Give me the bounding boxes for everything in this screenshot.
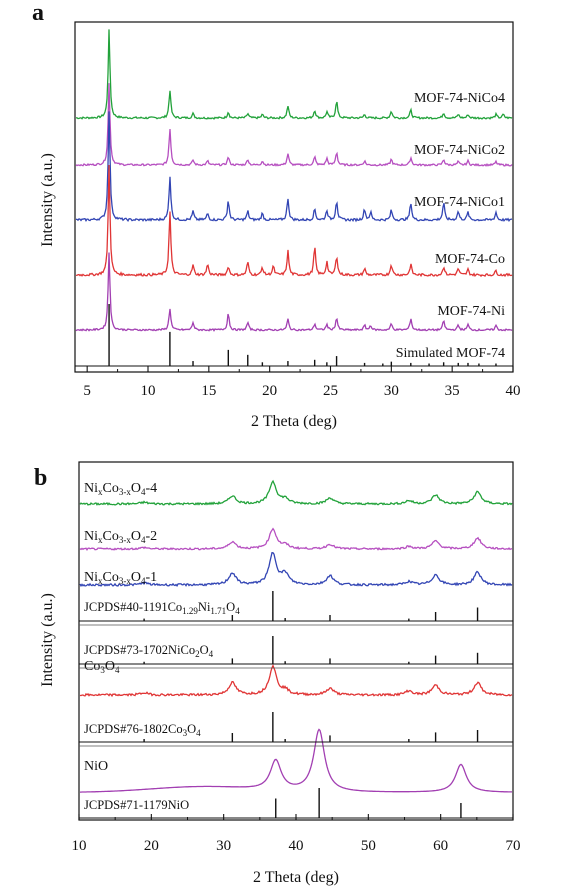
panel-b-x-axis: 10 20 30 40 50 60 70 xyxy=(72,814,521,854)
panel-b-series: NixCo3-xO4-4 xyxy=(79,479,513,506)
panel-b-reference: JCPDS#71-1179NiO xyxy=(79,788,513,819)
panel-a-series: MOF-74-Ni xyxy=(75,252,513,332)
panel-b-reference: JCPDS#76-1802Co3O4 xyxy=(79,712,513,743)
panel-b-reference: JCPDS#73-1702NiCo2O4 xyxy=(79,636,513,665)
panel-b-series-label: NixCo3-xO4-4 xyxy=(84,481,157,497)
x-tick-label: 5 xyxy=(83,383,91,399)
panel-b-series-label: NixCo3-xO4-1 xyxy=(84,570,157,586)
panel-a-trace xyxy=(75,83,513,167)
panel-a-trace xyxy=(75,111,513,223)
panel-b-series-group: NixCo3-xO4-4 NixCo3-xO4-2 NixCo3-xO4-1 Co3O… xyxy=(79,479,513,819)
panel-b-trace xyxy=(79,663,513,698)
panel-b-series-label: Co3O4 xyxy=(84,659,120,675)
x-tick-label: 10 xyxy=(141,383,156,399)
panel-a-frame xyxy=(74,21,514,373)
panel-a-series: MOF-74-Co xyxy=(75,164,513,278)
panel-b-reference: JCPDS#40-1191Co1.29Ni1.71O4 xyxy=(79,591,513,622)
panel-a-series-label: MOF-74-Co xyxy=(435,252,505,267)
panel-b-trace xyxy=(79,479,513,506)
x-tick-label: 35 xyxy=(445,383,460,399)
panel-b-series-label: NixCo3-xO4-2 xyxy=(84,529,157,545)
panel-b-letter: b xyxy=(34,465,47,491)
x-tick-label: 30 xyxy=(216,838,231,854)
panel-a-series: MOF-74-NiCo4 xyxy=(75,29,513,120)
panel-b-reference-label: JCPDS#71-1179NiO xyxy=(84,798,189,812)
panel-a-y-axis-title: Intensity (a.u.) xyxy=(39,153,56,247)
panel-a-series-label: MOF-74-Ni xyxy=(437,304,505,319)
x-tick-label: 30 xyxy=(384,383,399,399)
panel-b-reference-label: JCPDS#40-1191Co1.29Ni1.71O4 xyxy=(84,600,240,616)
x-tick-label: 20 xyxy=(262,383,277,399)
panel-a-trace xyxy=(75,164,513,278)
x-tick-label: 70 xyxy=(506,838,521,854)
panel-b-reference-label: JCPDS#76-1802Co3O4 xyxy=(84,722,201,738)
x-tick-label: 60 xyxy=(433,838,448,854)
panel-b-series: NiO xyxy=(80,728,512,793)
x-tick-label: 10 xyxy=(72,838,87,854)
panel-b-y-axis-title: Intensity (a.u.) xyxy=(39,593,56,687)
panel-b-x-axis-title: 2 Theta (deg) xyxy=(253,869,339,886)
x-tick-label: 40 xyxy=(289,838,304,854)
panel-a-series: MOF-74-NiCo1 xyxy=(75,111,513,223)
x-tick-label: 40 xyxy=(506,383,521,399)
panel-a-series: Simulated MOF-74 xyxy=(75,304,513,367)
panel-a-x-axis-title: 2 Theta (deg) xyxy=(251,413,337,430)
panel-a-series-label: MOF-74-NiCo4 xyxy=(414,91,505,106)
panel-b-reference-label: JCPDS#73-1702NiCo2O4 xyxy=(84,643,214,659)
panel-a: a MOF-74-NiCo4MOF-74-NiCo2MOF-74-NiCo1MO… xyxy=(32,0,521,430)
panel-b-frame xyxy=(78,461,514,821)
panel-a-series-label: MOF-74-NiCo1 xyxy=(414,195,505,210)
panel-a-series-label: MOF-74-NiCo2 xyxy=(414,143,505,158)
x-tick-label: 20 xyxy=(144,838,159,854)
x-tick-label: 50 xyxy=(361,838,376,854)
panel-a-letter: a xyxy=(32,0,44,26)
panel-b-series: NixCo3-xO4-2 xyxy=(79,527,513,551)
panel-a-trace xyxy=(75,252,513,332)
panel-b: b NixCo3-xO4-4 NixCo3-xO4-2 NixCo3-xO4-1 Co… xyxy=(34,461,521,886)
panel-a-trace xyxy=(75,29,513,120)
panel-b-series: NixCo3-xO4-1 xyxy=(79,551,513,588)
x-tick-label: 15 xyxy=(201,383,216,399)
panel-a-x-axis: 5 10 15 20 25 30 35 40 xyxy=(83,366,521,399)
panel-b-trace xyxy=(79,527,513,551)
panel-a-series-label: Simulated MOF-74 xyxy=(396,346,505,361)
x-tick-label: 25 xyxy=(323,383,338,399)
panel-a-series-group: MOF-74-NiCo4 MOF-74-NiCo2 MOF-74-NiCo1 MOF-… xyxy=(75,29,513,367)
panel-b-series-label: NiO xyxy=(84,759,108,774)
panel-b-trace xyxy=(80,728,512,793)
panel-b-trace xyxy=(79,551,513,588)
panel-a-series: MOF-74-NiCo2 xyxy=(75,83,513,167)
panel-b-series: Co3O4 xyxy=(79,659,513,698)
